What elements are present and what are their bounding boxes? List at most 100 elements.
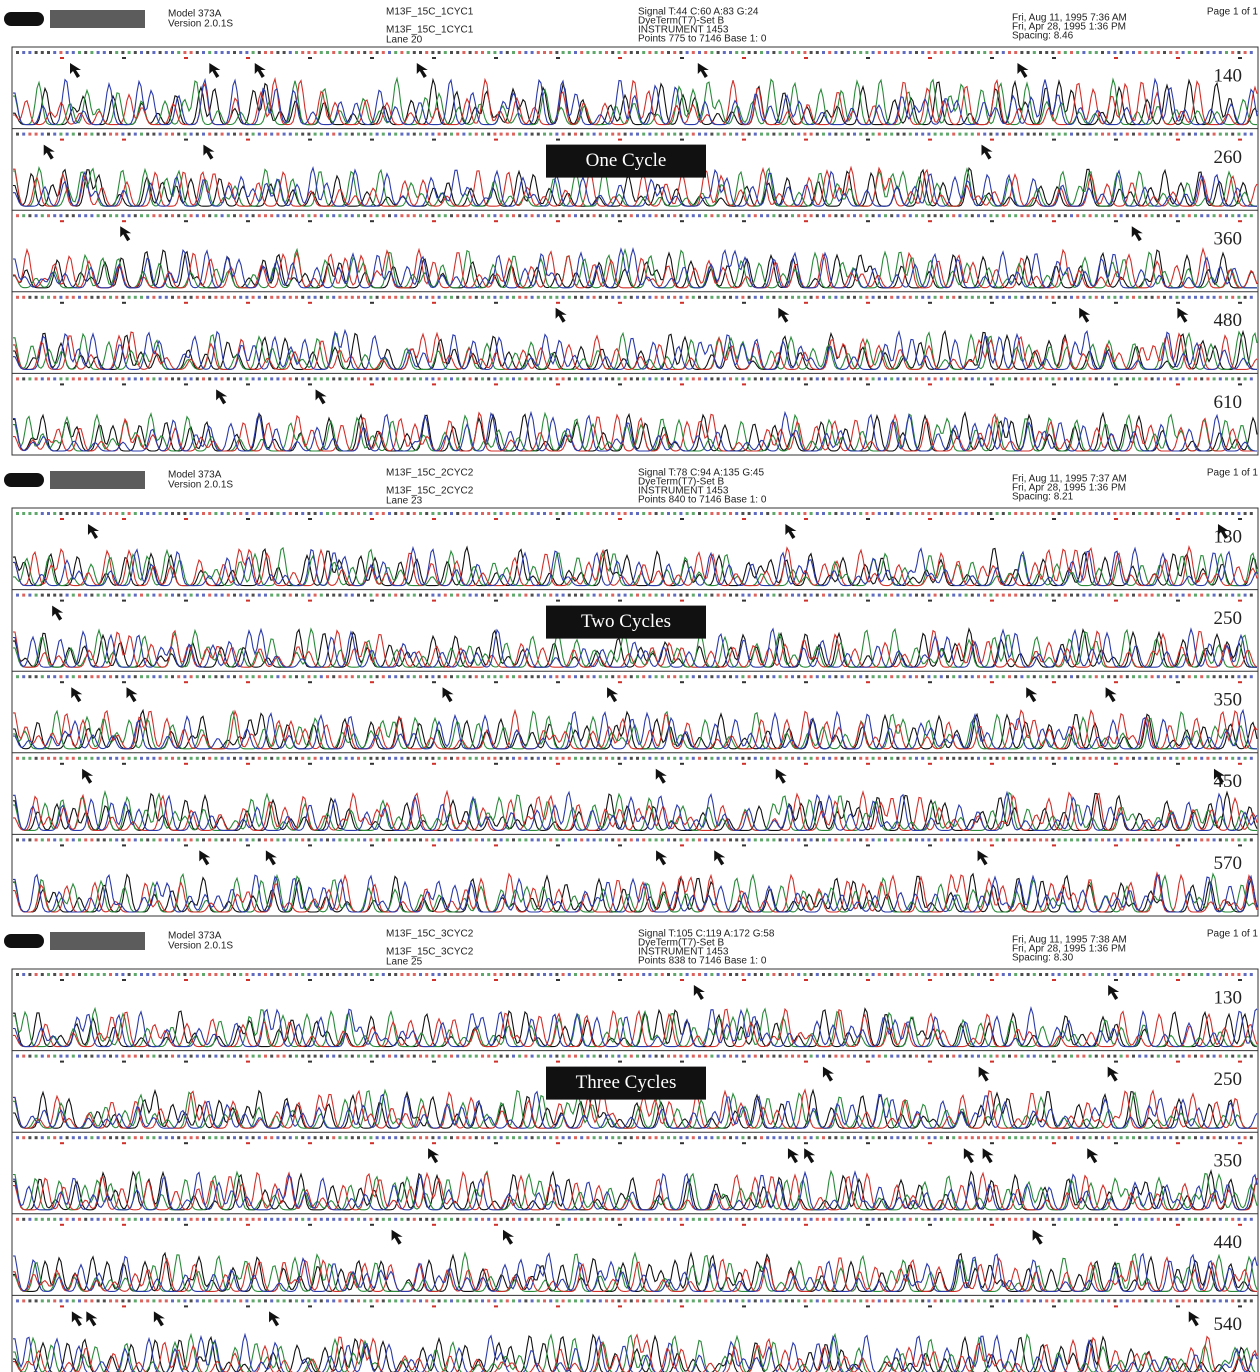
base-index [804, 518, 808, 520]
base-call [605, 757, 608, 760]
base-call [958, 1218, 961, 1221]
base-call [84, 133, 87, 136]
base-call [1250, 377, 1253, 380]
base-index [804, 1305, 808, 1307]
base-call [301, 214, 304, 217]
base-call [1132, 296, 1135, 299]
base-call [196, 214, 199, 217]
base-call [407, 838, 410, 841]
base-call [1107, 51, 1110, 54]
base-call [1169, 296, 1172, 299]
base-call [983, 377, 986, 380]
base-call [797, 594, 800, 597]
base-call [1051, 377, 1054, 380]
base-call [351, 51, 354, 54]
base-call [841, 512, 844, 515]
base-call [1200, 675, 1203, 678]
base-call [1020, 757, 1023, 760]
base-call [500, 838, 503, 841]
base-call [760, 133, 763, 136]
base-call [884, 133, 887, 136]
base-call [1045, 973, 1048, 976]
base-call [1070, 512, 1073, 515]
base-call [47, 1136, 50, 1139]
base-call [444, 838, 447, 841]
base-index [990, 844, 994, 846]
base-call [531, 296, 534, 299]
base-call [53, 1218, 56, 1221]
base-call [1157, 838, 1160, 841]
base-call [934, 1136, 937, 1139]
base-call [345, 1055, 348, 1058]
base-call [462, 757, 465, 760]
base-call [264, 1299, 267, 1302]
base-call [648, 675, 651, 678]
base-call [1045, 1055, 1048, 1058]
base-call [741, 973, 744, 976]
base-call [952, 594, 955, 597]
base-call [599, 1299, 602, 1302]
base-call [208, 675, 211, 678]
base-call [816, 1218, 819, 1221]
base-call [611, 973, 614, 976]
base-call [574, 214, 577, 217]
base-call [679, 377, 682, 380]
base-call [456, 594, 459, 597]
base-call [258, 51, 261, 54]
base-call [258, 973, 261, 976]
base-call [16, 296, 19, 299]
base-call [878, 133, 881, 136]
base-call [159, 973, 162, 976]
base-call [1151, 675, 1154, 678]
base-call [586, 757, 589, 760]
base-call [1070, 51, 1073, 54]
base-index [494, 139, 498, 141]
base-call [537, 838, 540, 841]
base-index [866, 383, 870, 385]
base-call [903, 296, 906, 299]
base-call [1051, 973, 1054, 976]
base-call [841, 1299, 844, 1302]
base-call [1095, 757, 1098, 760]
base-call [1008, 1136, 1011, 1139]
base-call [1089, 512, 1092, 515]
base-call [332, 675, 335, 678]
base-call [258, 757, 261, 760]
base-call [667, 51, 670, 54]
base-call [1250, 594, 1253, 597]
base-call [252, 675, 255, 678]
base-call [16, 757, 19, 760]
base-call [803, 377, 806, 380]
base-call [159, 1055, 162, 1058]
base-call [115, 1299, 118, 1302]
base-call [245, 594, 248, 597]
base-call [177, 1299, 180, 1302]
base-call [97, 133, 100, 136]
base-call [847, 377, 850, 380]
base-index [432, 600, 436, 602]
base-call [146, 1055, 149, 1058]
base-call [208, 133, 211, 136]
base-call [369, 51, 372, 54]
base-call [791, 675, 794, 678]
base-call [1138, 757, 1141, 760]
base-call [834, 51, 837, 54]
base-call [1157, 675, 1160, 678]
base-call [698, 757, 701, 760]
base-call [593, 1055, 596, 1058]
base-call [363, 512, 366, 515]
row-label: 130 [1214, 987, 1243, 1008]
base-call [1076, 1299, 1079, 1302]
base-call [66, 1299, 69, 1302]
base-call [859, 512, 862, 515]
base-call [469, 296, 472, 299]
base-call [171, 1136, 174, 1139]
base-call [276, 214, 279, 217]
base-index [60, 302, 64, 304]
base-call [797, 757, 800, 760]
base-call [698, 838, 701, 841]
base-call [1157, 512, 1160, 515]
base-call [338, 757, 341, 760]
base-call [208, 757, 211, 760]
base-call [369, 973, 372, 976]
